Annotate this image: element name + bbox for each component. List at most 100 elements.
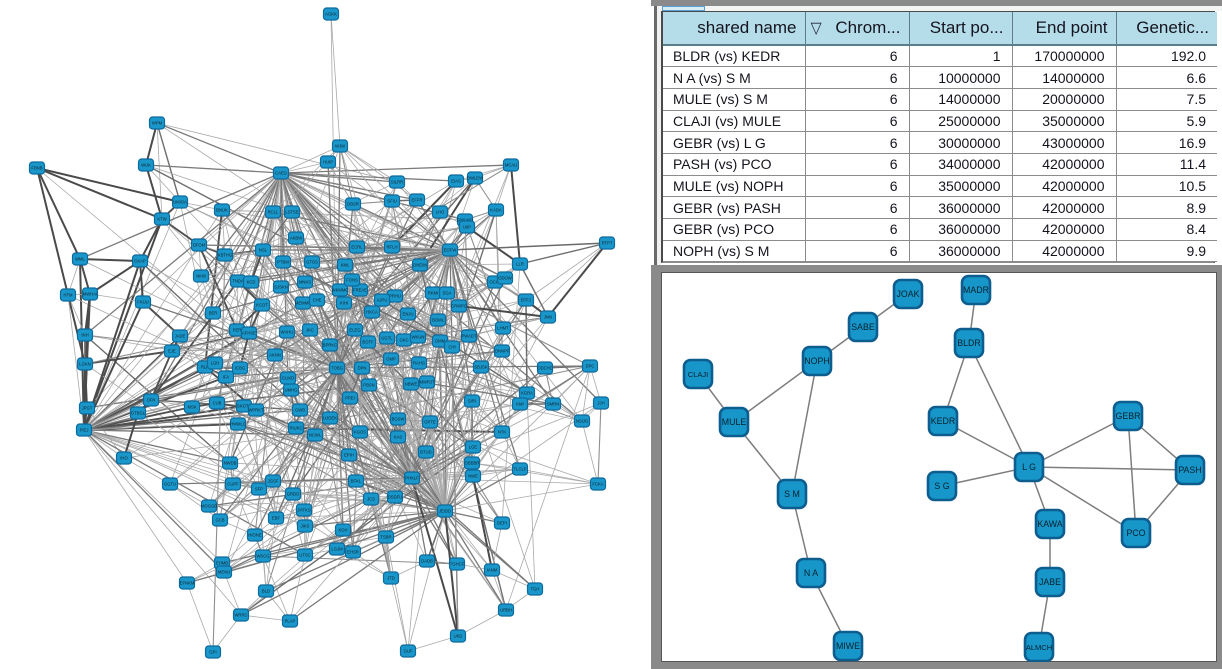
- svg-text:RTPT: RTPT: [602, 241, 613, 246]
- svg-text:BLDR: BLDR: [957, 338, 980, 348]
- svg-text:GRDO: GRDO: [287, 492, 300, 497]
- svg-text:DSDFU: DSDFU: [388, 495, 402, 500]
- svg-text:WKMMC: WKMMC: [332, 288, 349, 293]
- svg-text:GWB: GWB: [295, 408, 305, 413]
- svg-text:PASH: PASH: [1178, 465, 1201, 475]
- svg-text:UTSC: UTSC: [299, 553, 310, 558]
- svg-text:MEMMN: MEMMN: [295, 301, 311, 306]
- svg-text:EJE: EJE: [168, 349, 176, 354]
- svg-text:PWADT: PWADT: [462, 334, 477, 339]
- svg-text:BOML: BOML: [432, 318, 445, 323]
- svg-text:LGE: LGE: [469, 445, 478, 450]
- svg-text:NWDB: NWDB: [224, 461, 237, 466]
- svg-text:JNN: JNN: [544, 315, 552, 320]
- svg-text:RCLL: RCLL: [268, 210, 279, 215]
- svg-text:CIH: CIH: [448, 345, 455, 350]
- svg-text:JCS: JCS: [367, 497, 375, 502]
- svg-text:PBSN: PBSN: [363, 383, 374, 388]
- svg-text:NTK: NTK: [498, 430, 507, 435]
- svg-text:UKD: UKD: [454, 634, 463, 639]
- svg-text:RLP: RLP: [201, 365, 209, 370]
- svg-text:LGH: LGH: [211, 361, 220, 366]
- svg-text:KOH: KOH: [338, 528, 347, 533]
- svg-text:AKNN: AKNN: [269, 353, 281, 358]
- svg-text:FBNB: FBNB: [31, 166, 42, 171]
- svg-text:CKAP: CKAP: [134, 259, 146, 264]
- svg-text:KEDR: KEDR: [931, 416, 955, 426]
- svg-text:IHO: IHO: [120, 456, 128, 461]
- svg-text:TSBR: TSBR: [380, 535, 391, 540]
- svg-text:BPRKC: BPRKC: [323, 343, 337, 348]
- svg-text:JTD: JTD: [387, 576, 395, 581]
- svg-text:ALMCH: ALMCH: [1026, 643, 1052, 652]
- svg-text:LGJM: LGJM: [331, 547, 343, 552]
- svg-text:BLD: BLD: [262, 589, 270, 594]
- svg-text:LHMT: LHMT: [497, 326, 509, 331]
- svg-text:NWE: NWE: [468, 474, 478, 479]
- svg-text:EHSR: EHSR: [347, 550, 359, 555]
- svg-text:KCD: KCD: [247, 280, 256, 285]
- svg-text:TGHCF: TGHCF: [450, 562, 465, 567]
- svg-text:WAHU: WAHU: [281, 330, 294, 335]
- svg-text:CLMO: CLMO: [282, 376, 295, 381]
- svg-text:S G: S G: [934, 481, 949, 491]
- svg-text:GKC: GKC: [399, 338, 408, 343]
- svg-text:LHO: LHO: [436, 210, 445, 215]
- svg-text:ODCHC: ODCHC: [537, 366, 552, 371]
- svg-text:AFHSE: AFHSE: [242, 331, 256, 336]
- svg-text:RIUKC: RIUKC: [289, 426, 302, 431]
- svg-text:BTUD: BTUD: [420, 450, 431, 455]
- svg-text:JHTKS: JHTKS: [297, 508, 310, 513]
- svg-text:WSCG: WSCG: [256, 554, 269, 559]
- svg-text:EOFW: EOFW: [444, 248, 457, 253]
- svg-text:HKCA: HKCA: [366, 310, 378, 315]
- svg-text:KIHI: KIHI: [340, 301, 348, 306]
- svg-text:CUB: CUB: [213, 401, 222, 406]
- svg-text:JADE: JADE: [175, 334, 186, 339]
- svg-text:BGSW: BGSW: [392, 417, 405, 422]
- svg-text:SABE: SABE: [851, 322, 875, 332]
- svg-text:MCAU: MCAU: [505, 163, 517, 168]
- svg-text:FKUU: FKUU: [137, 300, 148, 305]
- svg-text:MSK: MSK: [187, 405, 196, 410]
- svg-text:AKBW: AKBW: [290, 236, 302, 241]
- svg-text:TOBG: TOBG: [331, 366, 343, 371]
- svg-text:OBBBR: OBBBR: [465, 461, 480, 466]
- svg-text:TNDA: TNDA: [232, 279, 244, 284]
- svg-text:HWMLC: HWMLC: [230, 422, 246, 427]
- svg-text:GCB: GCB: [215, 518, 224, 523]
- svg-text:PTBM: PTBM: [277, 260, 289, 265]
- svg-text:UIIP: UIIP: [463, 225, 471, 230]
- svg-text:PPEI: PPEI: [345, 396, 355, 401]
- svg-text:KCOT: KCOT: [256, 303, 268, 308]
- svg-text:GWLMO: GWLMO: [457, 218, 474, 223]
- svg-text:MADR: MADR: [963, 285, 989, 295]
- svg-text:GTBGL: GTBGL: [131, 411, 146, 416]
- svg-text:TGH: TGH: [531, 587, 540, 592]
- svg-text:WUK: WUK: [141, 163, 151, 168]
- svg-text:DPC: DPC: [586, 364, 595, 369]
- svg-text:WML: WML: [75, 257, 85, 262]
- svg-text:HIONE: HIONE: [248, 533, 261, 538]
- svg-text:RFLH: RFLH: [387, 245, 398, 250]
- svg-text:WKUN: WKUN: [412, 335, 425, 340]
- svg-text:SBJSK: SBJSK: [474, 365, 487, 370]
- svg-text:LSTSE: LSTSE: [285, 210, 298, 215]
- svg-text:KML: KML: [341, 263, 350, 268]
- svg-text:DFOM: DFOM: [193, 243, 206, 248]
- svg-text:KAWA: KAWA: [1037, 519, 1062, 529]
- svg-text:KTW: KTW: [157, 217, 166, 222]
- svg-text:PLAP: PLAP: [285, 619, 296, 624]
- svg-text:SGA: SGA: [443, 291, 452, 296]
- svg-text:IFA: IFA: [223, 375, 229, 380]
- svg-text:NOPH: NOPH: [804, 356, 829, 366]
- svg-text:NSL: NSL: [259, 248, 268, 253]
- svg-text:FCKA: FCKA: [592, 482, 603, 487]
- svg-text:URBH: URBH: [500, 608, 512, 613]
- svg-text:OCIM: OCIM: [490, 280, 501, 285]
- svg-text:CAEG: CAEG: [275, 171, 287, 176]
- svg-text:PIEJ: PIEJ: [80, 428, 89, 433]
- svg-text:BTFJ: BTFJ: [521, 298, 531, 303]
- svg-text:EIAS: EIAS: [451, 179, 461, 184]
- svg-text:MWHAI: MWHAI: [83, 292, 97, 297]
